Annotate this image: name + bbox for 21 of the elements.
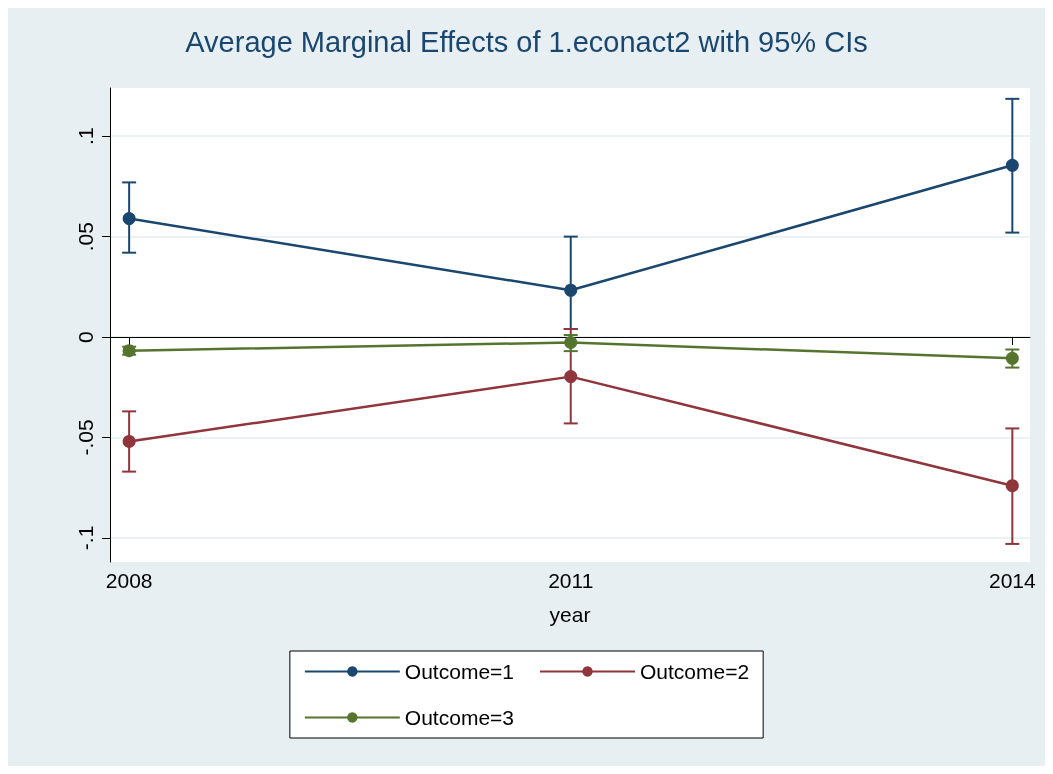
- point: [1005, 351, 1019, 365]
- point: [564, 370, 578, 384]
- point: [122, 212, 136, 226]
- y-tick-label: .1: [74, 127, 97, 145]
- y-tick-label: -.1: [74, 525, 97, 551]
- y-tick-label: -.05: [74, 419, 97, 456]
- x-tick-label: 2014: [988, 569, 1037, 592]
- x-tick-label: 2011: [548, 569, 594, 592]
- legend-label: Outcome=2: [640, 660, 750, 683]
- point: [122, 434, 136, 448]
- point: [1005, 158, 1019, 172]
- x-tick-label: 2008: [105, 569, 153, 592]
- point: [564, 335, 578, 349]
- y-tick-label: .05: [74, 222, 97, 252]
- point: [564, 283, 578, 297]
- legend-label: Outcome=3: [404, 706, 515, 729]
- x-axis-title: year: [549, 603, 591, 626]
- legend-label: Outcome=1: [404, 660, 515, 683]
- point: [1005, 479, 1019, 493]
- chart-title: Average Marginal Effects of 1.econact2 with 95% CIs: [185, 25, 868, 58]
- y-tick-label: 0: [74, 331, 97, 343]
